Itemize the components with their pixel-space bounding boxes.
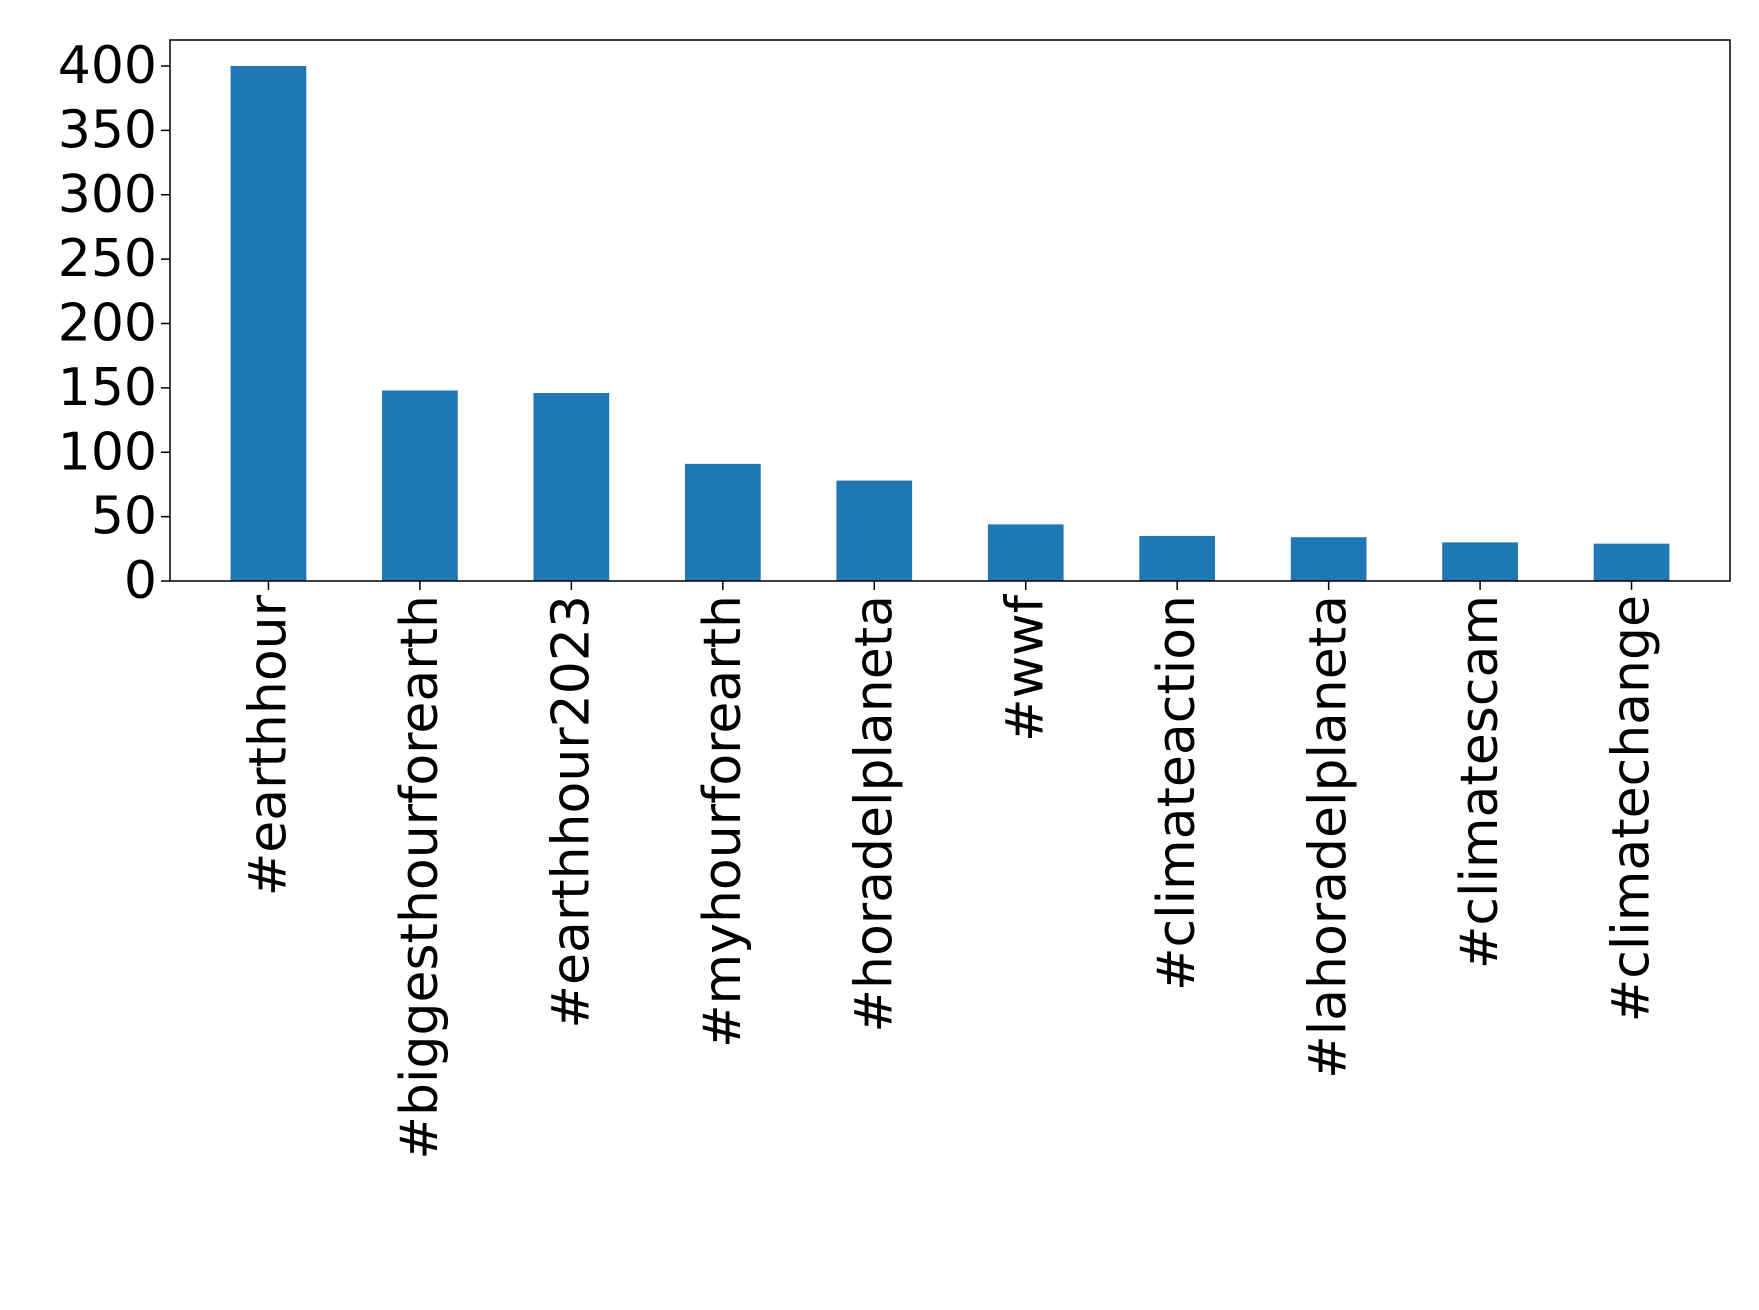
x-tick-label: #earthhour2023 [541, 595, 601, 1029]
plot-frame [169, 39, 1731, 582]
bar-myhourforearth [684, 463, 761, 581]
y-tick-label: 100 [58, 422, 157, 482]
x-tick-label: #lahoradelplaneta [1299, 595, 1359, 1079]
bar-horadelplaneta [836, 480, 913, 581]
x-tick-label: #biggesthourforearth [390, 595, 450, 1160]
x-tick-label: #horadelplaneta [844, 595, 904, 1033]
x-tick-label: #climatechange [1602, 595, 1662, 1022]
bar-climateaction [1139, 535, 1216, 581]
bars-layer [230, 66, 1670, 581]
x-tick-label: #earthhour [238, 594, 298, 896]
bar-earthhour [230, 66, 307, 581]
bar-climatechange [1593, 543, 1670, 581]
bar-lahoradelplaneta [1290, 537, 1367, 581]
bar-wwf [987, 524, 1064, 581]
x-axis: #earthhour #biggesthourforearth #earthhour… [238, 581, 1662, 1160]
bar-climatescam [1442, 542, 1518, 581]
y-tick-label: 300 [58, 165, 157, 225]
x-tick-label: #myhourforearth [693, 595, 753, 1048]
y-tick-label: 150 [58, 358, 157, 418]
y-tick-label: 200 [58, 294, 157, 354]
y-tick-label: 350 [58, 100, 157, 160]
x-tick-label: #climatescam [1450, 595, 1510, 969]
x-tick-label: #climateaction [1147, 595, 1207, 991]
y-tick-label: 0 [124, 551, 157, 611]
bar-earthhour2023 [533, 393, 610, 581]
x-tick-label: #wwf [996, 593, 1056, 742]
y-tick-label: 250 [58, 229, 157, 289]
y-tick-label: 50 [91, 487, 157, 547]
y-tick-label: 400 [58, 36, 157, 96]
bar-biggesthourforearth [382, 390, 458, 581]
